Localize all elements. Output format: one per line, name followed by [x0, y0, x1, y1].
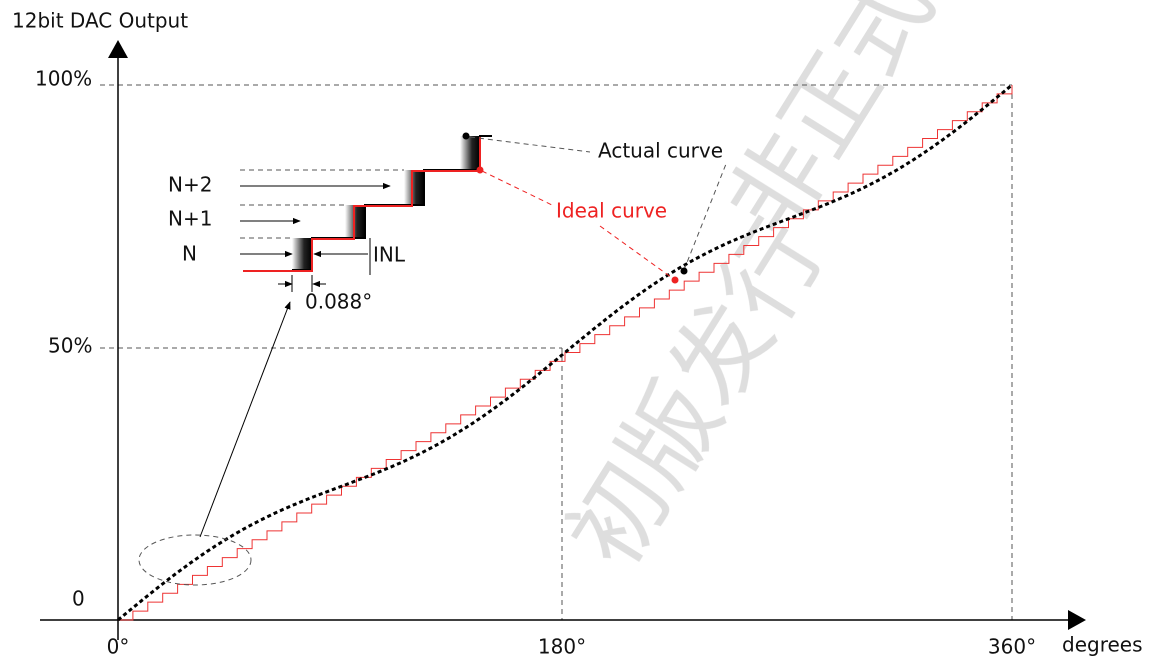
ideal-staircase	[118, 85, 1013, 621]
x-title: degrees	[1062, 633, 1143, 657]
step-label: N	[182, 242, 197, 266]
y-arrow	[108, 40, 128, 58]
ideal-label: Ideal curve	[556, 199, 667, 223]
x-label: 360°	[988, 635, 1036, 659]
transition	[292, 238, 312, 272]
ideal-steps	[243, 137, 481, 272]
inset: N+2 N+1 N INL 0.088°	[168, 135, 492, 314]
step-label: N+1	[168, 207, 212, 231]
watermark-text: 非正式	[707, 0, 955, 256]
callout-line	[683, 163, 727, 271]
inl-label: INL	[373, 243, 406, 267]
y-title: 12bit DAC Output	[12, 9, 188, 33]
callout-line	[469, 136, 591, 153]
actual-label: Actual curve	[598, 139, 723, 163]
y-label: 0	[72, 587, 85, 611]
zoom-arrow	[199, 301, 291, 538]
x-arrow	[1068, 610, 1086, 630]
y-label: 100%	[35, 67, 92, 91]
dot	[680, 267, 688, 275]
callout-line	[599, 225, 676, 281]
x-label: 180°	[538, 635, 586, 659]
dot	[671, 276, 679, 284]
watermark: 初版发行 非正式	[547, 0, 955, 586]
zoom-ellipse	[138, 534, 252, 586]
callout-line	[481, 170, 555, 207]
width-label: 0.088°	[305, 290, 372, 314]
watermark-text: 初版发行	[547, 201, 845, 586]
dot	[476, 166, 484, 174]
y-label: 50%	[48, 334, 92, 358]
dot	[462, 132, 470, 140]
transition	[404, 170, 424, 205]
x-label: 0°	[107, 635, 130, 659]
transition	[460, 136, 480, 170]
step-label: N+2	[168, 173, 212, 197]
